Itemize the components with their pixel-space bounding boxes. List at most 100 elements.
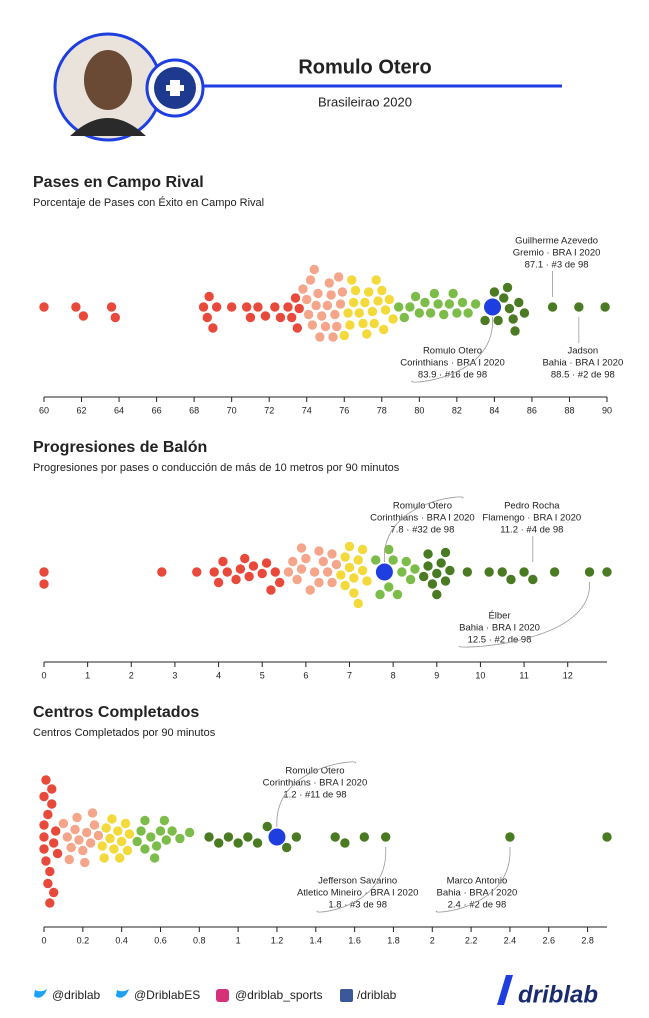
- dot: [383, 581, 395, 593]
- x-tick-label: 80: [414, 405, 424, 415]
- dot: [217, 556, 229, 567]
- x-tick-label: 10: [475, 670, 485, 680]
- dot: [333, 271, 344, 283]
- dot: [376, 285, 388, 296]
- dot: [252, 301, 264, 313]
- dot: [438, 309, 450, 320]
- dot: [293, 303, 305, 314]
- dot: [223, 831, 234, 843]
- dot: [42, 809, 54, 820]
- dot: [145, 831, 157, 843]
- annotation-text: Élber: [488, 611, 510, 622]
- dot: [156, 566, 168, 578]
- dot: [367, 306, 378, 317]
- dot: [287, 556, 299, 567]
- dot: [357, 318, 369, 329]
- dot: [372, 295, 384, 307]
- dot: [489, 286, 500, 298]
- dot: [400, 556, 412, 567]
- dot: [230, 574, 242, 585]
- annotation-text: Jadson: [568, 346, 599, 357]
- dot: [139, 815, 151, 826]
- dot: [232, 837, 244, 849]
- annotation-text: Pedro Rocha: [504, 501, 560, 512]
- dot: [384, 294, 395, 305]
- annotation-text: Romulo Otero: [423, 346, 482, 357]
- dot: [352, 554, 364, 566]
- dot: [339, 837, 351, 849]
- x-tick-label: 64: [114, 405, 124, 415]
- dot: [305, 274, 316, 286]
- dot: [432, 298, 444, 310]
- dot: [337, 286, 348, 298]
- dot: [547, 301, 558, 313]
- chart-title: Progresiones de Balón: [33, 439, 207, 456]
- dot: [359, 297, 371, 308]
- dot: [71, 812, 83, 823]
- dot: [274, 577, 285, 588]
- chart-subtitle: Centros Completados por 90 minutos: [33, 727, 216, 739]
- dot: [85, 837, 96, 849]
- player-face: [84, 50, 132, 110]
- dot: [290, 292, 301, 304]
- dot: [79, 857, 91, 868]
- x-tick-label: 70: [227, 405, 237, 415]
- annotation-text: Corinthians · BRA I 2020: [400, 358, 505, 369]
- x-tick-label: 1.2: [271, 935, 284, 945]
- x-tick-label: 12: [563, 670, 573, 680]
- x-tick-label: 1.8: [387, 935, 400, 945]
- dot: [38, 831, 50, 843]
- dot: [38, 566, 50, 578]
- dot: [301, 294, 313, 305]
- dot: [359, 831, 370, 843]
- dot: [87, 807, 98, 819]
- dot: [283, 566, 294, 578]
- dot: [396, 566, 408, 578]
- dot: [405, 574, 416, 585]
- highlight-dot: [483, 297, 503, 317]
- dot: [368, 318, 380, 329]
- dot: [211, 301, 222, 313]
- dot: [313, 545, 325, 557]
- annotation-connector: [384, 496, 464, 563]
- dot: [399, 312, 410, 323]
- dot: [104, 833, 116, 844]
- x-tick-label: 86: [527, 405, 537, 415]
- dot: [404, 301, 416, 313]
- dot: [81, 827, 93, 838]
- dot: [275, 312, 286, 323]
- x-tick-label: 84: [489, 405, 499, 415]
- annotation-text: 12.5 · #2 de 98: [468, 635, 532, 646]
- dot: [252, 837, 263, 849]
- annotation-text: 1.2 · #11 de 98: [283, 790, 346, 801]
- x-tick-label: 7: [347, 670, 352, 680]
- dot: [344, 562, 355, 573]
- dot: [208, 566, 220, 578]
- dot: [116, 836, 127, 847]
- chart-subtitle: Progresiones por pases o conducción de m…: [33, 462, 400, 474]
- dot: [304, 584, 316, 596]
- dot: [207, 322, 219, 334]
- dot: [52, 848, 63, 859]
- annotation-text: 1.8 · #3 de 98: [328, 900, 387, 911]
- annotation-connector: [316, 846, 387, 913]
- annotation-connector: [435, 846, 511, 913]
- dot: [429, 288, 440, 299]
- dot: [504, 303, 515, 314]
- dot: [38, 301, 50, 313]
- dot: [312, 288, 324, 299]
- dot: [114, 852, 126, 864]
- x-tick-label: 11: [519, 670, 528, 680]
- dot: [222, 566, 233, 578]
- dot: [346, 274, 358, 286]
- dot: [265, 584, 277, 596]
- dot: [350, 285, 361, 296]
- x-tick-label: 82: [452, 405, 462, 415]
- dot: [308, 264, 320, 275]
- dot: [120, 818, 131, 829]
- dot: [326, 577, 338, 588]
- chart: Progresiones de Balón Progresiones por pa…: [33, 439, 613, 680]
- dot: [198, 301, 209, 313]
- dot: [335, 298, 346, 310]
- x-tick-label: 1: [236, 935, 241, 945]
